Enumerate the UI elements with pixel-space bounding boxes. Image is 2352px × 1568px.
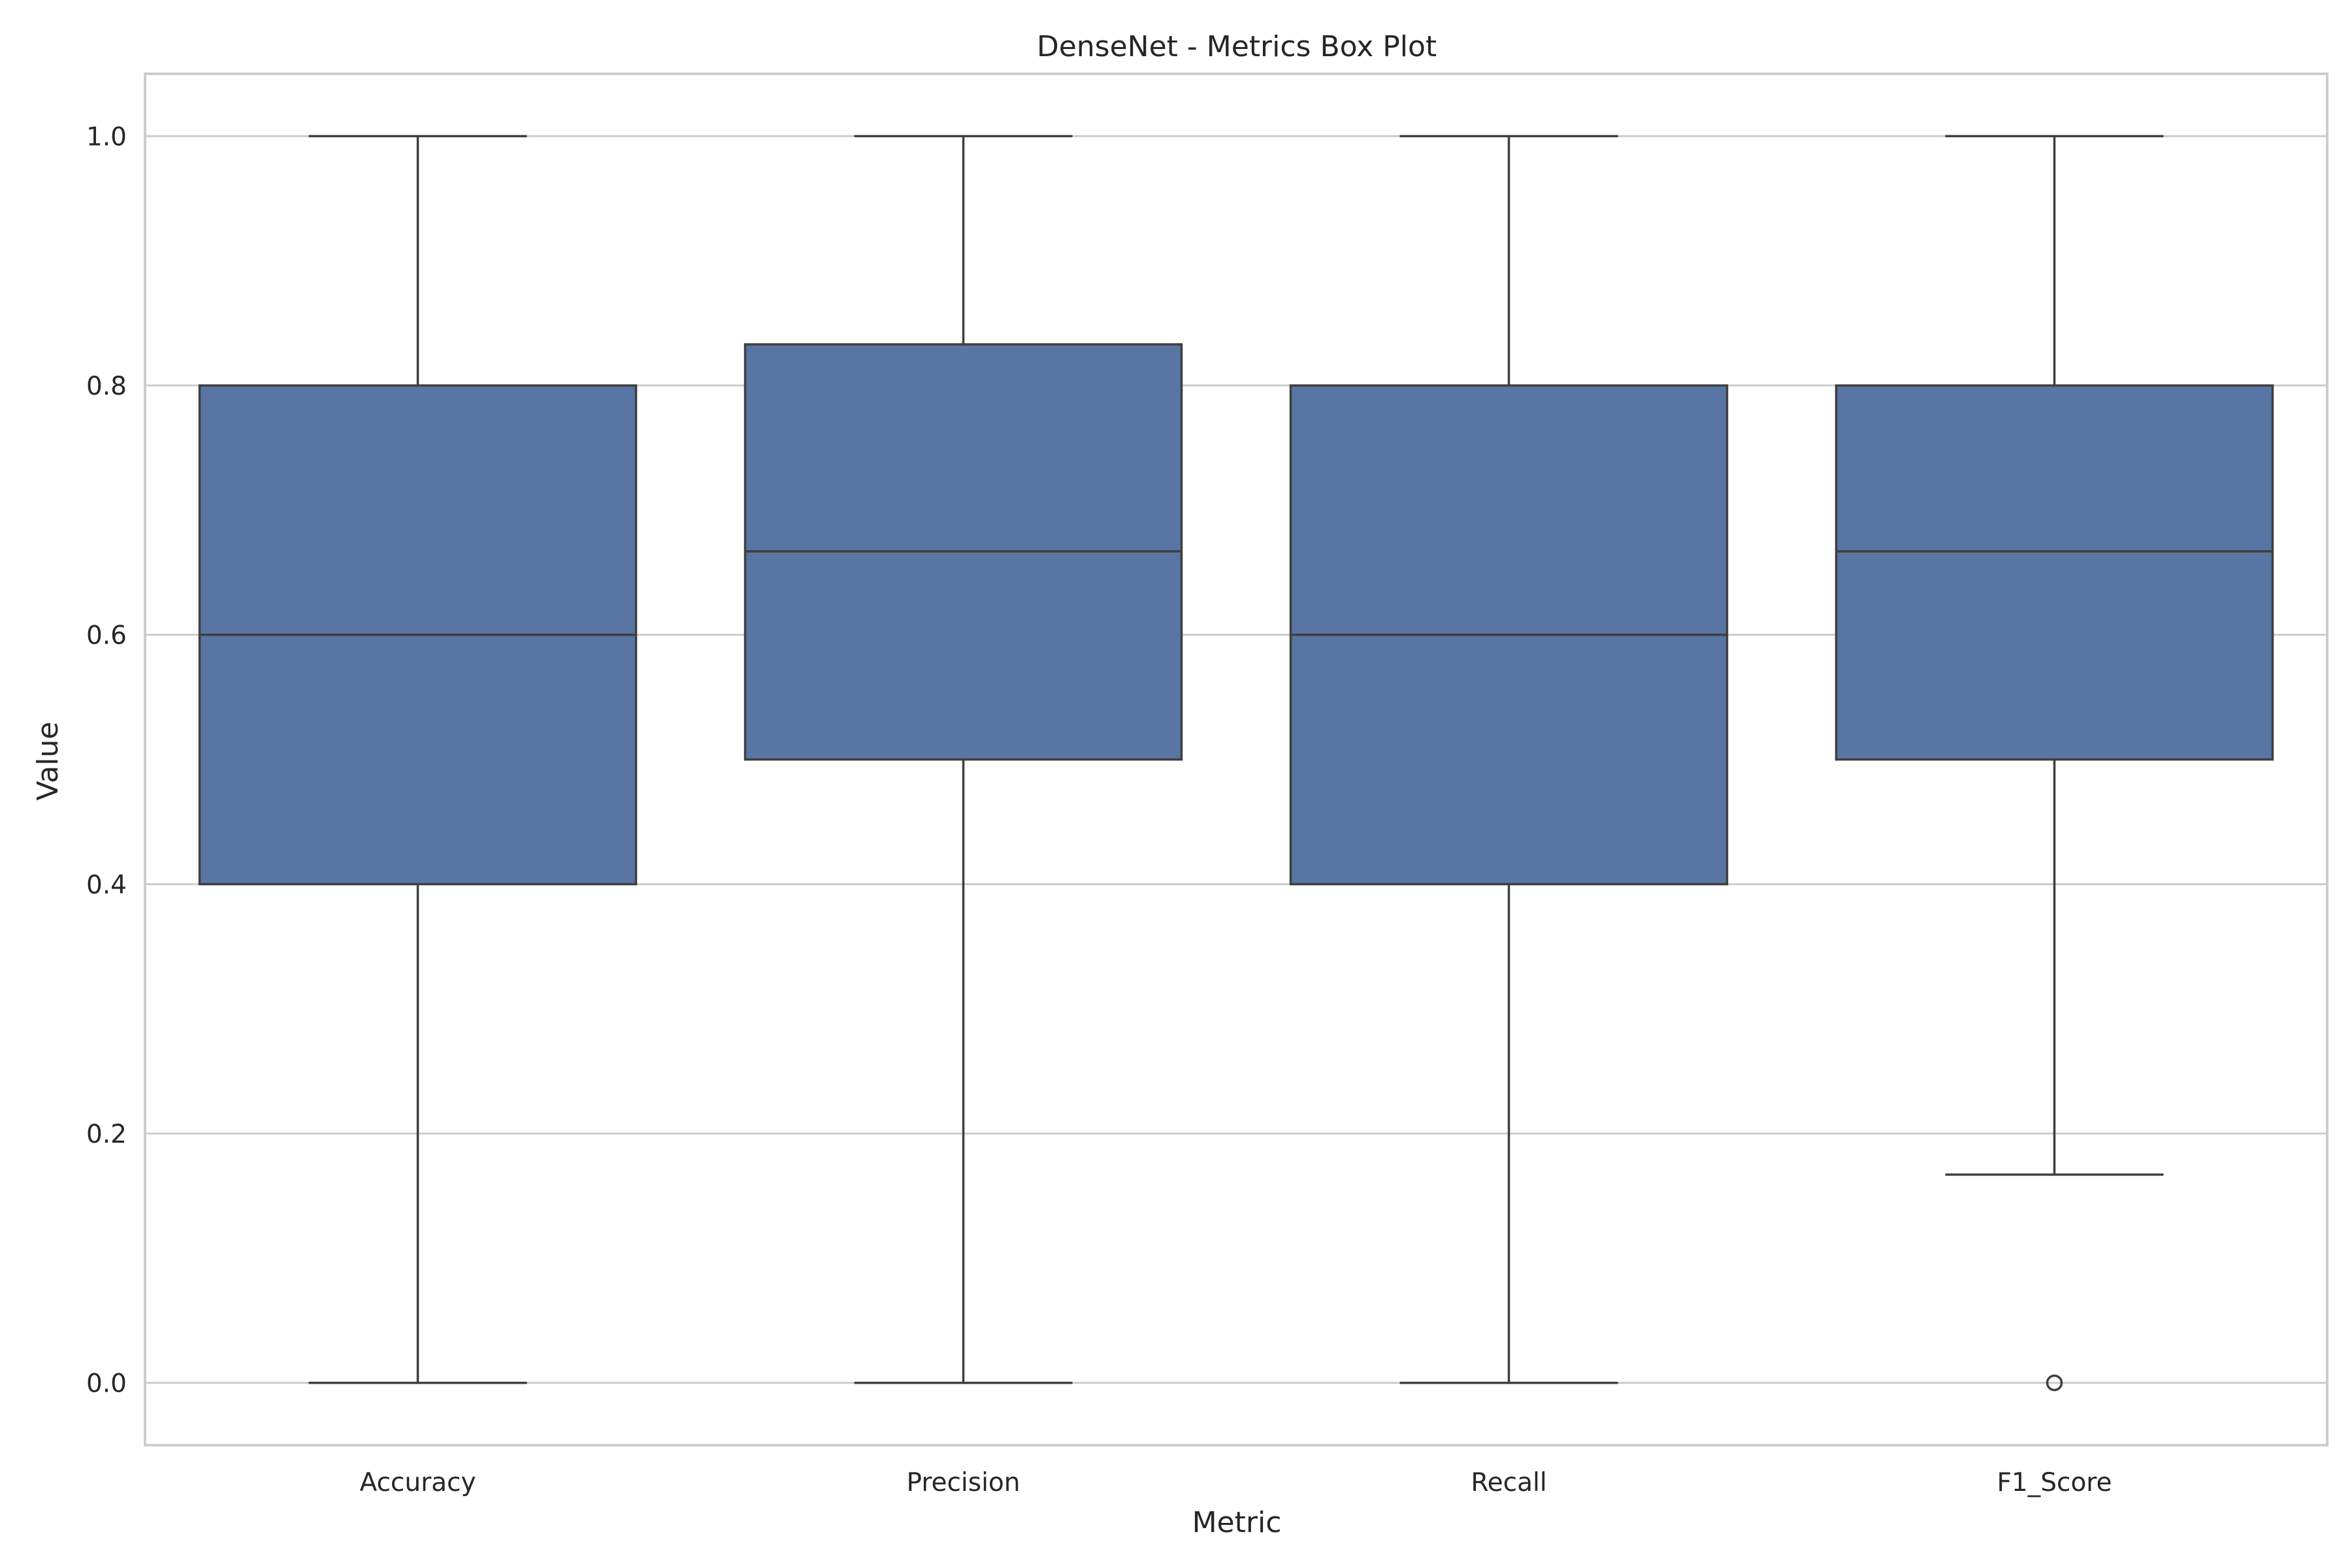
x-tick-label-precision: Precision	[906, 1468, 1020, 1497]
y-tick-label: 0.2	[86, 1120, 127, 1149]
x-tick-label-f1-score: F1_Score	[1997, 1468, 2112, 1497]
chart-title: DenseNet - Metrics Box Plot	[1037, 30, 1437, 63]
iqr-box	[1835, 384, 2274, 761]
outlier-point	[2046, 1374, 2063, 1392]
box-precision	[743, 135, 1183, 1384]
box-layer	[198, 135, 2274, 1392]
y-tick-label: 0.8	[86, 372, 127, 401]
y-axis-label: Value	[31, 722, 65, 801]
label-layer: 0.0 0.2 0.4 0.6 0.8 1.0 Accuracy Precision Recal…	[86, 122, 2112, 1497]
x-tick-label-accuracy: Accuracy	[359, 1468, 476, 1497]
y-tick-label: 1.0	[86, 122, 127, 152]
box-recall	[1289, 135, 1729, 1384]
box-accuracy	[198, 135, 638, 1384]
plot-frame	[144, 73, 2328, 1446]
x-axis-label: Metric	[1192, 1506, 1282, 1539]
y-tick-label: 0.4	[86, 870, 127, 900]
box-f1-score	[1835, 135, 2274, 1392]
y-tick-label: 0.6	[86, 621, 127, 651]
y-tick-label: 0.0	[86, 1369, 127, 1399]
x-tick-label-recall: Recall	[1471, 1468, 1546, 1497]
